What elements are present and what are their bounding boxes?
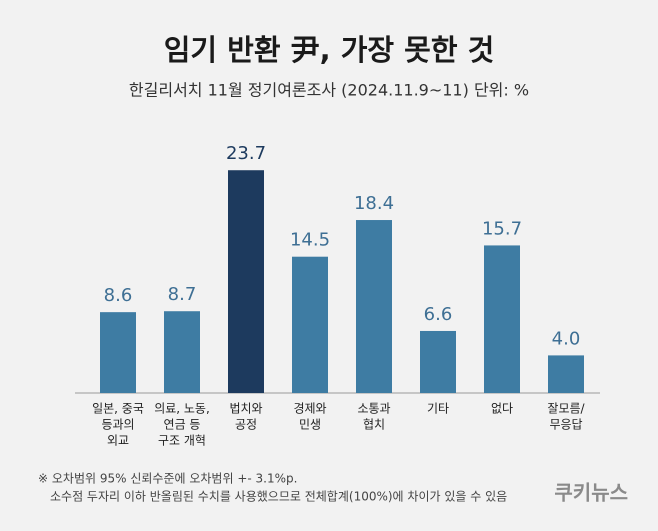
bar bbox=[228, 170, 264, 393]
value-label: 18.4 bbox=[354, 193, 394, 214]
chart-subtitle: 한길리서치 11월 정기여론조사 (2024.11.9~11) 단위: % bbox=[129, 81, 529, 100]
x-tick-label: 기타 bbox=[427, 402, 449, 416]
bar bbox=[292, 256, 328, 393]
x-tick-label: 잘모름/ bbox=[547, 402, 585, 416]
x-tick-label: 공정 bbox=[235, 418, 257, 432]
x-tick-label: 법치와 bbox=[229, 402, 262, 416]
source-logo: 쿠키뉴스 bbox=[554, 481, 628, 505]
value-label: 14.5 bbox=[290, 230, 330, 251]
bar bbox=[164, 311, 200, 393]
footnote: ※ 오차범위 95% 신뢰수준에 오차범위 +- 3.1%p. bbox=[38, 472, 297, 486]
x-tick-label: 민생 bbox=[299, 418, 321, 432]
value-label: 8.7 bbox=[168, 284, 197, 305]
x-tick-label: 없다 bbox=[491, 402, 513, 416]
x-tick-label: 소통과 bbox=[357, 402, 390, 416]
x-tick-label: 의료, 노동, bbox=[154, 402, 210, 416]
x-tick-label: 일본, 중국 bbox=[92, 402, 144, 416]
footnote: 소수점 두자리 이하 반올림된 수치를 사용했으므로 전체합계(100%)에 차… bbox=[50, 490, 507, 504]
bar bbox=[548, 355, 584, 393]
bar bbox=[484, 245, 520, 393]
x-tick-label: 외교 bbox=[107, 434, 129, 448]
bar bbox=[420, 330, 456, 393]
value-label: 8.6 bbox=[104, 285, 133, 306]
value-label: 15.7 bbox=[482, 218, 522, 239]
value-label: 23.7 bbox=[226, 143, 266, 164]
value-label: 6.6 bbox=[424, 304, 453, 325]
x-tick-label: 구조 개혁 bbox=[158, 434, 206, 448]
x-tick-label: 경제와 bbox=[293, 402, 326, 416]
bar bbox=[100, 312, 136, 393]
value-label: 4.0 bbox=[552, 328, 581, 349]
chart-title: 임기 반환 尹, 가장 못한 것 bbox=[164, 33, 495, 67]
x-tick-label: 무응답 bbox=[549, 418, 582, 432]
x-tick-label: 연금 등 bbox=[164, 418, 201, 432]
bar bbox=[356, 220, 392, 393]
x-tick-label: 등과의 bbox=[101, 418, 134, 432]
x-tick-label: 협치 bbox=[363, 418, 385, 432]
